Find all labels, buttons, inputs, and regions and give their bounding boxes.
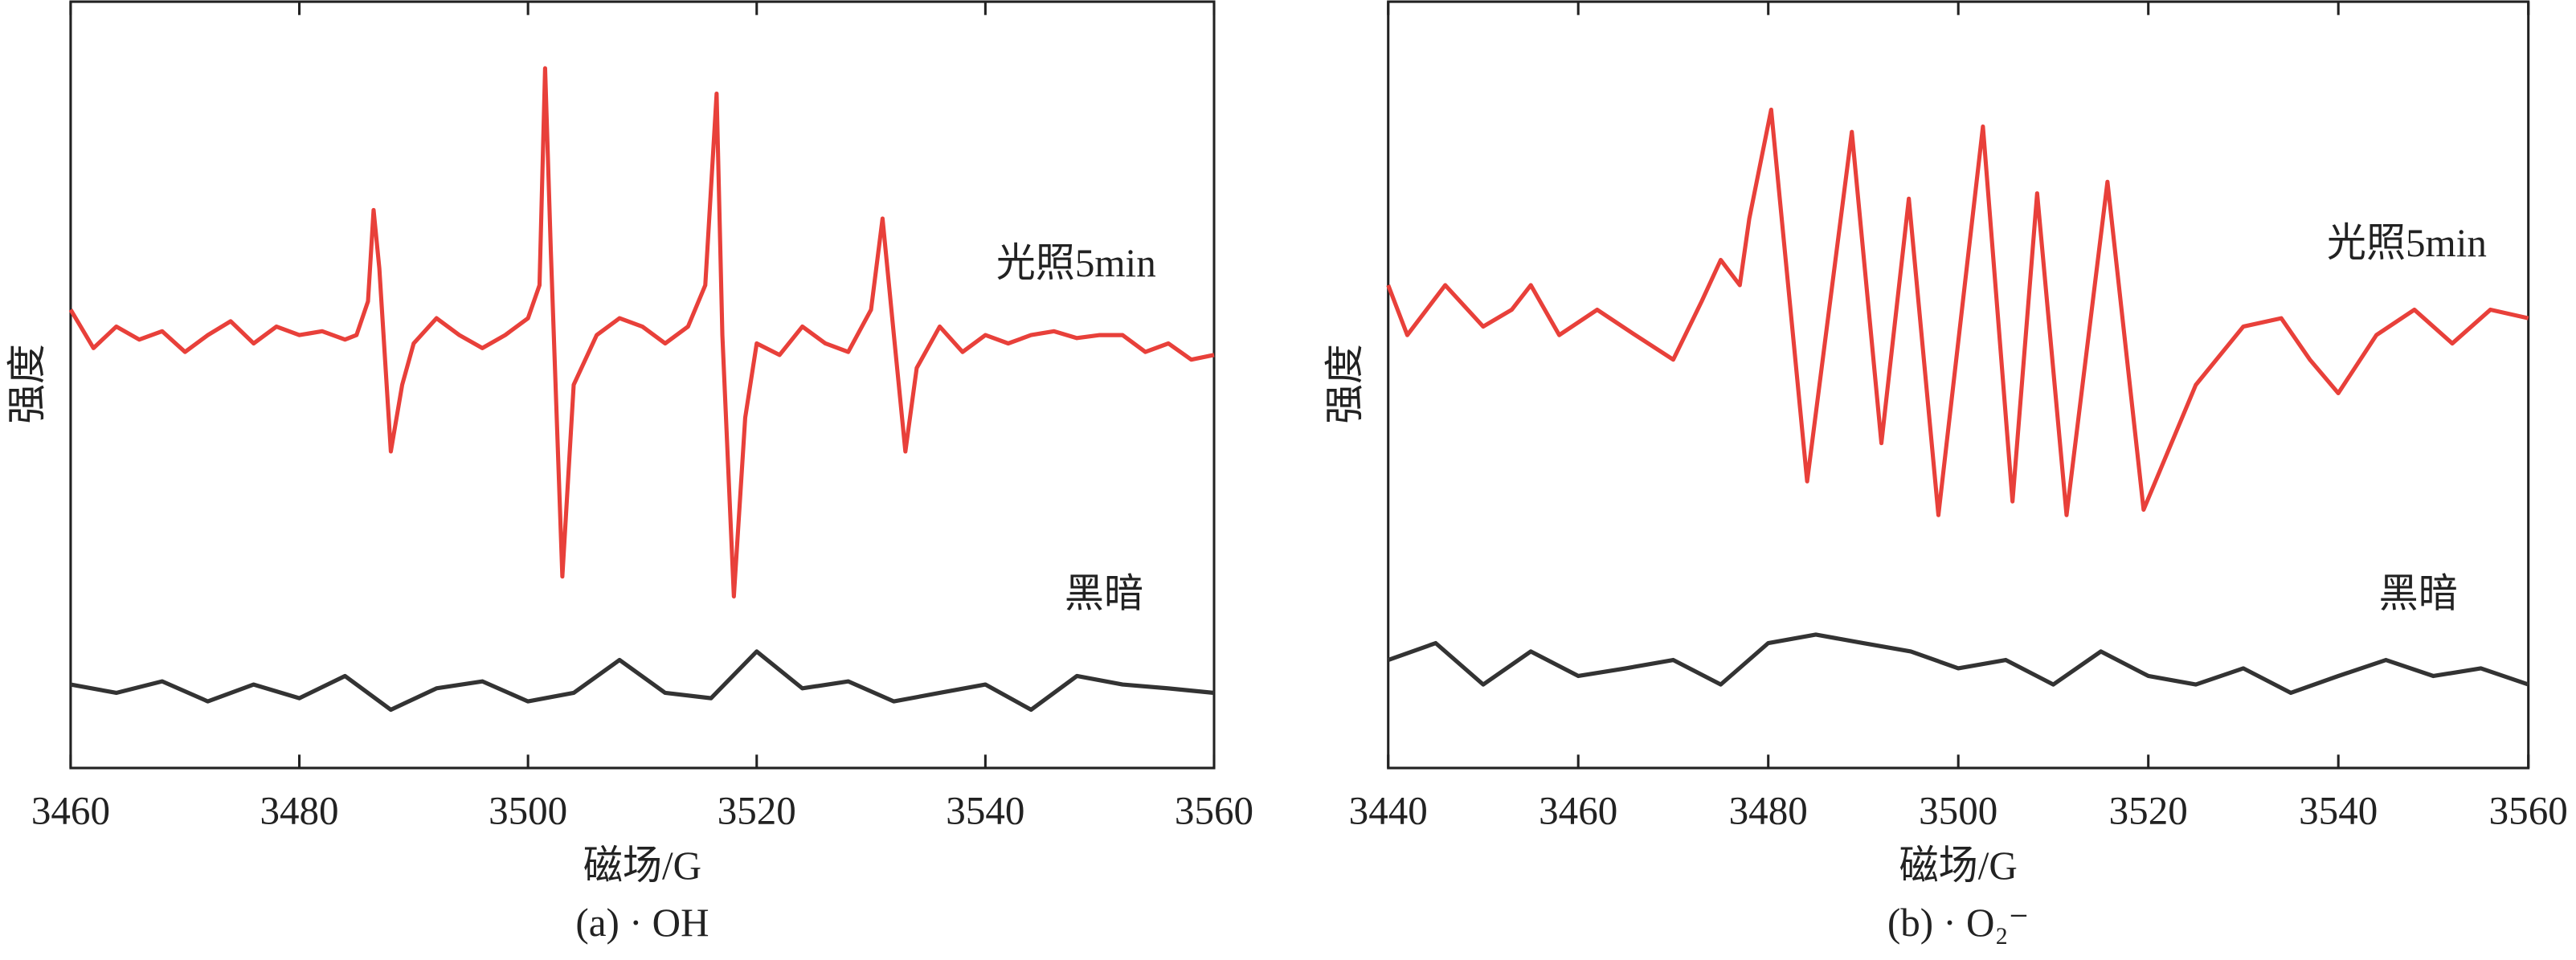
series-label: 光照5min [996,241,1156,285]
x-tick-label: 3500 [489,788,567,832]
x-tick-label: 3520 [718,788,796,832]
x-tick-label: 3480 [260,788,338,832]
series-label: 光照5min [2327,221,2487,265]
x-tick-label: 3480 [1729,788,1808,832]
x-axis-label: 磁场/G [583,844,701,888]
x-axis-label: 磁场/G [1899,844,2018,888]
plot-frame [69,0,1216,770]
x-tick-label: 3520 [2109,788,2188,832]
spectrum-line [68,66,1215,598]
x-tick-label: 3460 [31,788,110,832]
x-tick-label: 3540 [2299,788,2378,832]
caption: (a) · OH [575,901,709,945]
spectrum-line [1387,632,2529,696]
x-tick-label: 3540 [946,788,1024,832]
y-axis-label: 强度 [5,344,49,424]
spectrum-line [70,649,1215,713]
plot-frame [1387,0,2530,770]
x-tick-label: 3440 [1349,788,1428,832]
caption: (b) · O₂⁻ [1887,901,2030,945]
x-tick-label: 3500 [1919,788,1997,832]
y-axis-label: 强度 [1323,344,1367,424]
series-label: 黑暗 [2379,571,2458,615]
spectrum-line [1386,107,2529,517]
series-label: 黑暗 [1065,571,1143,615]
x-tick-label: 3560 [1175,788,1253,832]
x-tick-label: 3460 [1539,788,1617,832]
x-tick-label: 3560 [2489,788,2568,832]
